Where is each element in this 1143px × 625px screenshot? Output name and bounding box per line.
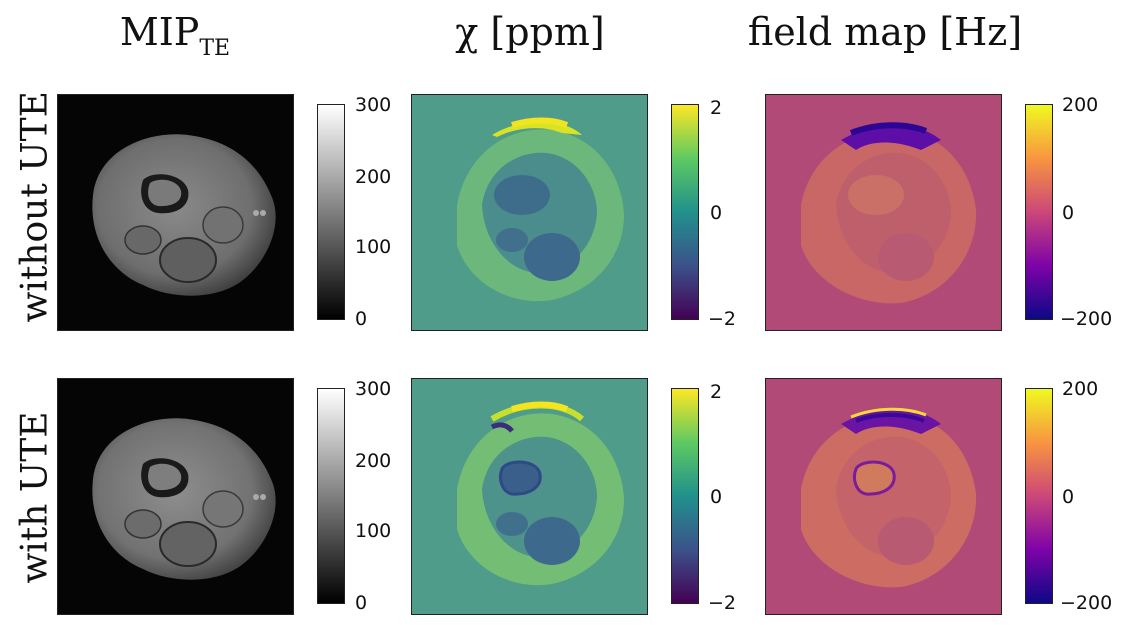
- mip-tick-200-row1: 200: [355, 166, 392, 188]
- chi-tick-0-row2: 0: [710, 486, 723, 508]
- field-tick-neg200-row2: −200: [1060, 592, 1113, 614]
- column-title-mip: MIPTE: [105, 10, 245, 61]
- row-label-without-ute: without UTE: [14, 91, 56, 323]
- chi-tick-2-row2: 2: [710, 381, 723, 403]
- chi-tick-2-row1: 2: [710, 97, 723, 119]
- mip-colorbar-with-ute: [317, 388, 345, 604]
- field-tick-0-row2: 0: [1062, 486, 1075, 508]
- mip-tick-0-row2: 0: [355, 592, 368, 614]
- mip-colorbar-without-ute: [317, 104, 345, 320]
- field-tick-neg200-row1: −200: [1060, 308, 1113, 330]
- chi-map-without-ute: [411, 94, 648, 331]
- field-tick-200-row1: 200: [1062, 94, 1099, 116]
- chi-tick-neg2-row1: −2: [708, 308, 737, 330]
- mip-image-with-ute: [57, 378, 294, 615]
- chi-colorbar-with-ute: [671, 388, 699, 604]
- mip-tick-100-row1: 100: [355, 236, 392, 258]
- field-tick-0-row1: 0: [1062, 202, 1075, 224]
- row-label-with-ute: with UTE: [14, 411, 56, 584]
- mip-tick-200-row2: 200: [355, 450, 392, 472]
- field-map-without-ute: [765, 94, 1002, 331]
- mip-tick-0-row1: 0: [355, 308, 368, 330]
- chi-colorbar-without-ute: [671, 104, 699, 320]
- field-colorbar-without-ute: [1025, 104, 1053, 320]
- field-tick-200-row2: 200: [1062, 378, 1099, 400]
- mip-tick-300-row1: 300: [355, 94, 392, 116]
- chi-tick-0-row1: 0: [710, 202, 723, 224]
- column-title-mip-main: MIP: [119, 10, 200, 54]
- column-title-chi: χ [ppm]: [455, 10, 605, 54]
- chi-map-with-ute: [411, 378, 648, 615]
- mip-tick-300-row2: 300: [355, 378, 392, 400]
- field-colorbar-with-ute: [1025, 388, 1053, 604]
- field-map-with-ute: [765, 378, 1002, 615]
- chi-tick-neg2-row2: −2: [708, 592, 737, 614]
- mip-image-without-ute: [57, 94, 294, 331]
- column-title-field: field map [Hz]: [747, 10, 1023, 54]
- mip-tick-100-row2: 100: [355, 520, 392, 542]
- column-title-mip-sub: TE: [199, 36, 231, 61]
